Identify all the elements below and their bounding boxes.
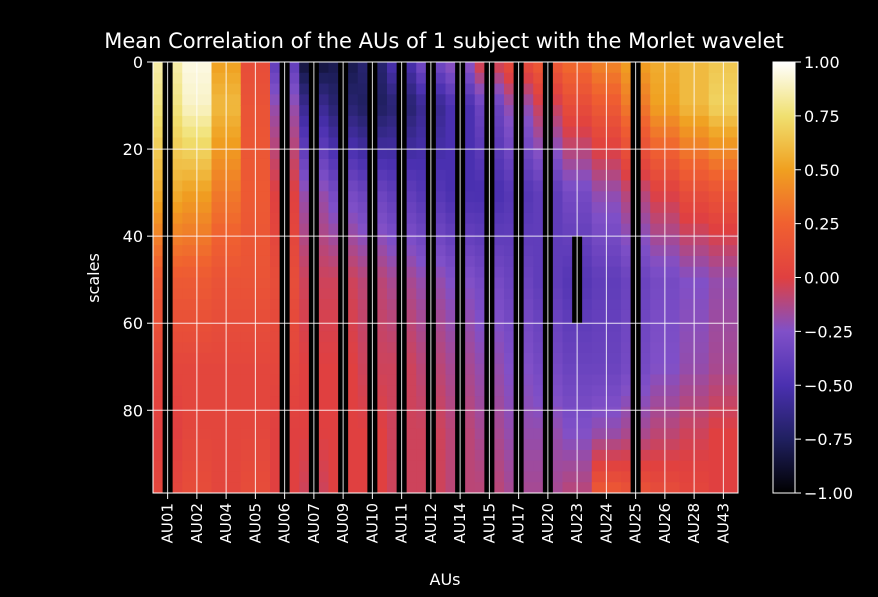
x-tick-label: AU09	[334, 503, 352, 543]
y-axis-label: scales	[84, 253, 103, 303]
x-tick-label: AU10	[363, 503, 381, 543]
x-axis-ticks: AU01 AU02 AU04 AU05 AU06 AU07 AU09 AU10 AU11 AU12…	[159, 493, 732, 543]
colorbar-tick-label: −0.50	[804, 376, 853, 395]
colorbar-tick-label: −0.75	[804, 430, 853, 449]
grid-lines	[153, 61, 738, 493]
colorbar-tick-label: 0.25	[804, 215, 840, 234]
x-tick-label: AU20	[539, 503, 557, 543]
x-tick-label: AU07	[305, 503, 323, 543]
x-tick-label: AU26	[656, 503, 674, 543]
x-tick-label: AU12	[422, 503, 440, 543]
plot-frame	[152, 61, 739, 494]
x-tick-label: AU04	[217, 503, 235, 543]
heatmap-cells	[153, 62, 738, 493]
x-tick-label: AU25	[627, 503, 645, 543]
x-tick-label: AU14	[451, 503, 469, 543]
colorbar-tick-label: 0.75	[804, 107, 840, 126]
colorbar-tick-label: −1.00	[804, 484, 853, 503]
x-tick-label: AU43	[714, 503, 732, 543]
x-axis-label: AUs	[430, 570, 461, 589]
x-tick-label: AU15	[480, 503, 498, 543]
x-tick-label: AU17	[510, 503, 528, 543]
x-tick-label: AU11	[393, 503, 411, 543]
y-tick-label: 20	[123, 140, 143, 159]
y-tick-label: 0	[133, 53, 143, 72]
x-tick-label: AU06	[276, 503, 294, 543]
y-tick-label: 80	[123, 401, 143, 420]
x-tick-label: AU05	[246, 503, 264, 543]
x-tick-label: AU02	[188, 503, 206, 543]
y-tick-label: 40	[123, 227, 143, 246]
colorbar-ticks: 1.00 0.75 0.50 0.25 0.00 −0.25 −0.50 −0.75 −1.00	[795, 53, 853, 503]
chart-title: Mean Correlation of the AUs of 1 subject…	[104, 29, 784, 53]
colorbar-tick-label: 0.00	[804, 269, 840, 288]
colorbar-tick-label: 0.50	[804, 161, 840, 180]
y-axis-ticks: 0 20 40 60 80	[123, 53, 153, 420]
x-tick-label: AU28	[685, 503, 703, 543]
x-tick-label: AU23	[568, 503, 586, 543]
colorbar	[773, 62, 795, 493]
x-tick-label: AU01	[159, 503, 177, 543]
y-tick-label: 60	[123, 314, 143, 333]
colorbar-tick-label: −0.25	[804, 322, 853, 341]
colorbar-tick-label: 1.00	[804, 53, 840, 72]
x-tick-label: AU24	[597, 503, 615, 543]
